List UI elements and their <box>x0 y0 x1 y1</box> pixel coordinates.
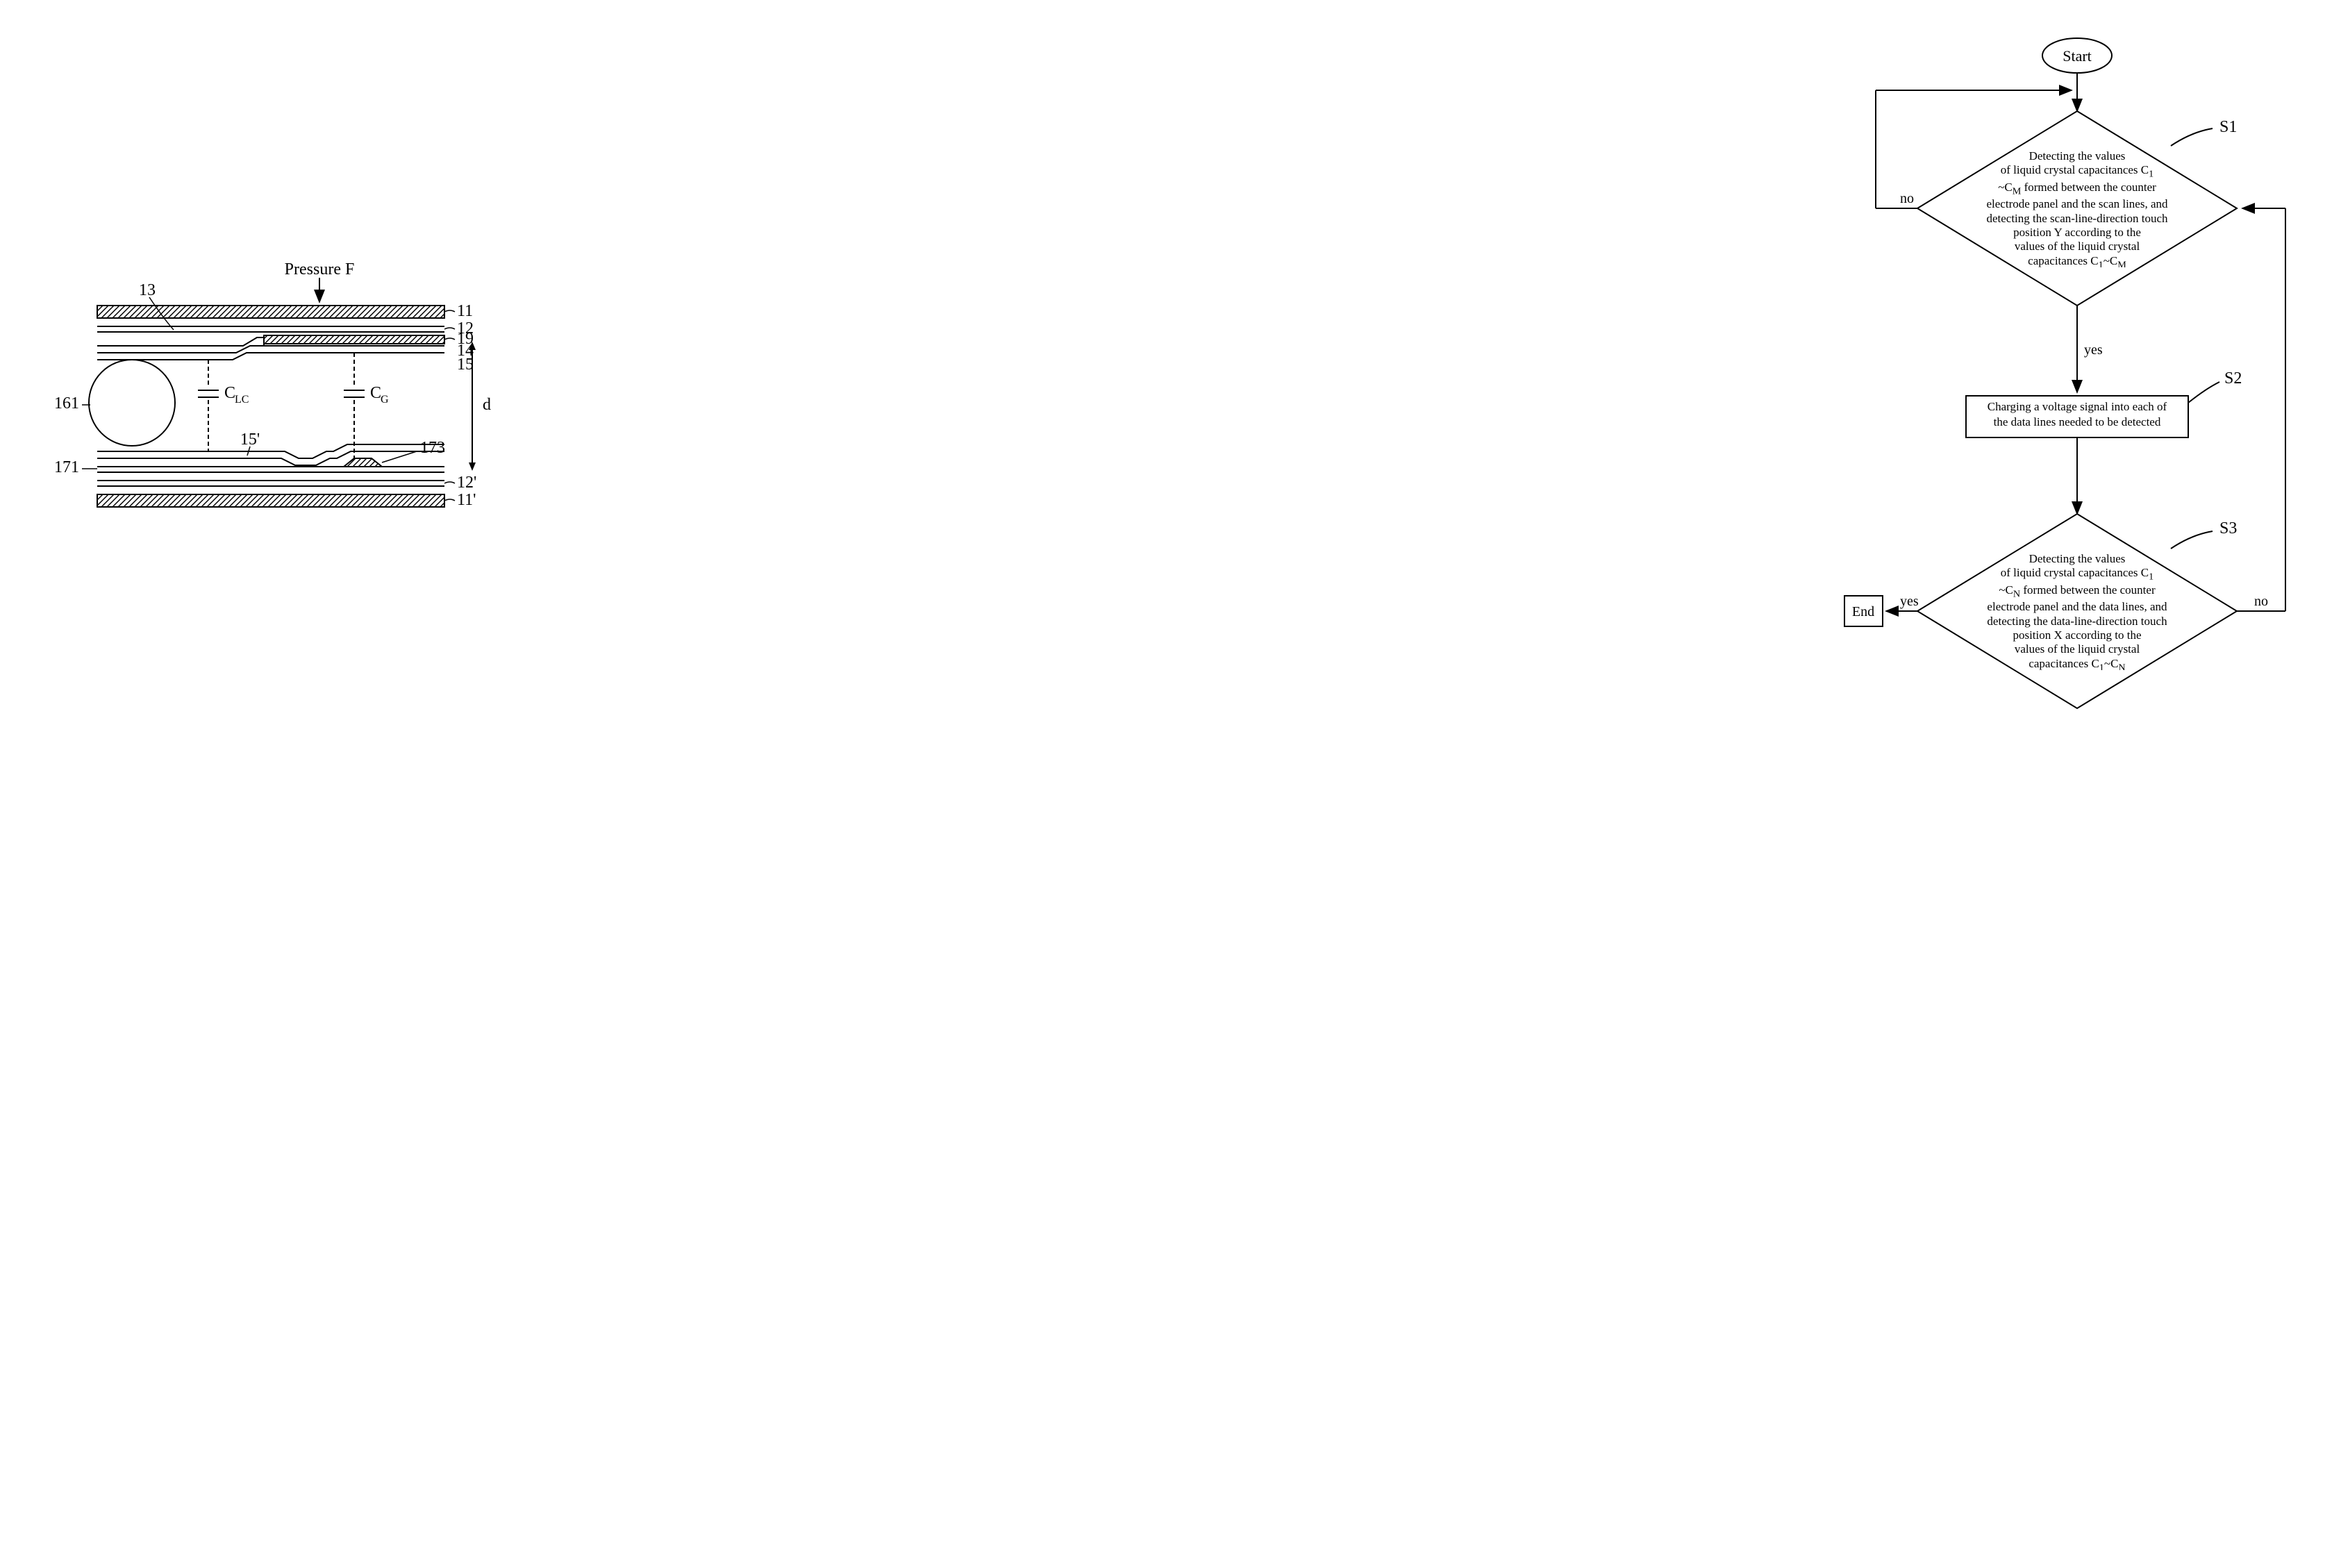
s3-no-label: no <box>2254 594 2268 609</box>
cap-g-sub: G <box>381 394 389 406</box>
flowchart-diagram: Start Detecting the valuesof liquid crys… <box>1841 28 2313 792</box>
s3-label: S3 <box>2219 519 2237 537</box>
label-11: 11 <box>457 302 473 320</box>
label-173: 173 <box>420 439 445 457</box>
s2-label: S2 <box>2224 369 2242 387</box>
end-label: End <box>1852 604 1874 619</box>
s2-text: Charging a voltage signal into each ofth… <box>1969 399 2185 430</box>
dim-d-label: d <box>483 396 491 414</box>
layer-19 <box>264 335 444 344</box>
pressure-label: Pressure F <box>285 260 355 278</box>
s2-callout <box>2188 382 2219 403</box>
s3-callout <box>2171 531 2213 549</box>
s1-callout <box>2171 128 2213 146</box>
circle-161 <box>89 360 175 446</box>
layer-11 <box>97 306 444 318</box>
start-label: Start <box>2063 47 2092 65</box>
s1-yes-label: yes <box>2084 342 2103 358</box>
label-13: 13 <box>139 281 156 299</box>
s1-label: S1 <box>2219 118 2237 136</box>
cap-lc-label: C <box>224 384 235 402</box>
s1-no-label: no <box>1900 191 1914 206</box>
label-171: 171 <box>54 458 79 476</box>
label-11p: 11' <box>457 491 476 509</box>
s3-yes-label: yes <box>1900 594 1919 609</box>
label-15p: 15' <box>240 431 260 449</box>
label-15: 15 <box>457 356 474 374</box>
s3-text: Detecting the valuesof liquid crystal ca… <box>1945 552 2209 670</box>
label-12p: 12' <box>457 474 476 492</box>
dim-d-arrow-bot <box>469 462 476 471</box>
layer-11p <box>97 494 444 507</box>
label-161: 161 <box>54 394 79 412</box>
cap-lc-sub: LC <box>235 394 249 406</box>
region-173 <box>344 458 382 467</box>
layer-15p-bot <box>97 451 444 465</box>
cap-g-label: C <box>370 384 381 402</box>
s1-text: Detecting the valuesof liquid crystal ca… <box>1945 149 2209 267</box>
cross-section-diagram: Pressure F C <box>28 236 500 583</box>
